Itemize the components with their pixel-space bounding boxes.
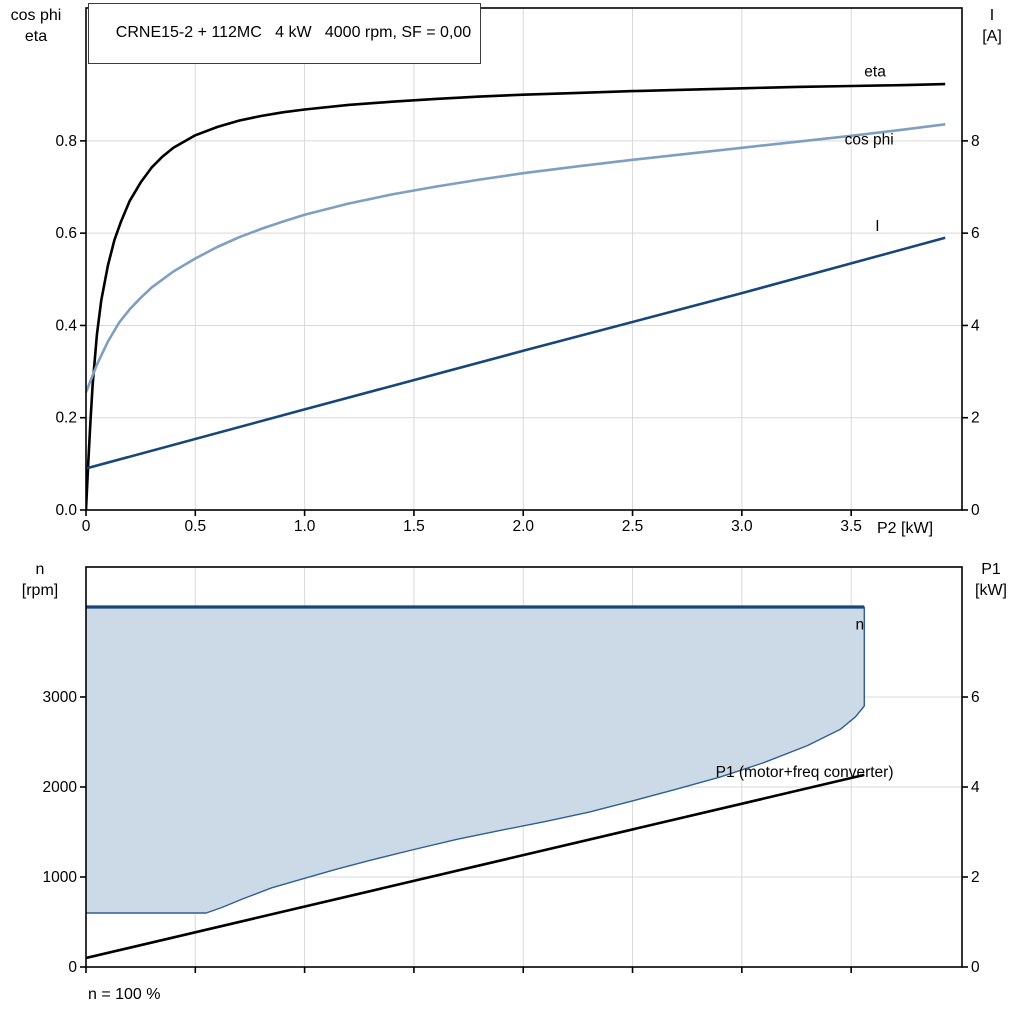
x-tick-label: 2.5 — [622, 518, 644, 535]
y-left-tick-label: 0.4 — [55, 317, 77, 334]
y-left-tick-label: 3000 — [43, 689, 78, 706]
y-left-tick-label: 0.0 — [55, 502, 77, 519]
series-area-speed-range — [86, 607, 865, 913]
x-tick-label: 3.5 — [840, 518, 862, 535]
upper-right-axis-title-line2: [A] — [982, 28, 1002, 45]
y-left-tick-label: 0.2 — [55, 410, 77, 427]
x-tick-label: 0 — [82, 518, 91, 535]
series-line-speed-range-edge — [86, 607, 865, 914]
plot-frame — [85, 7, 963, 511]
speed-percentage-note: n = 100 % — [88, 986, 161, 1003]
y-right-tick-label: 8 — [971, 133, 980, 150]
lower-left-axis-title-line1: n — [35, 561, 45, 578]
series-layer — [86, 82, 946, 510]
upper-left-axis-title-line2: eta — [24, 28, 48, 45]
y-left-tick-label: 0 — [68, 959, 77, 976]
upper-left-axis-title: cos phi eta — [0, 5, 72, 47]
upper-right-axis-title: I [A] — [968, 5, 1016, 47]
x-tick-label: 2.0 — [512, 518, 534, 535]
series-label-p1: P1 (motor+freq converter) — [716, 764, 894, 781]
y-left-tick-label: 2000 — [43, 779, 78, 796]
y-right-tick-label: 6 — [971, 689, 980, 706]
series-label-eta: eta — [864, 63, 886, 80]
upper-right-axis-title-line1: I — [989, 7, 995, 24]
upper-left-axis-title-line1: cos phi — [10, 7, 62, 24]
lower-left-axis-title-line2: [rpm] — [21, 582, 59, 599]
chart-title: CRNE15-2 + 112MC 4 kW 4000 rpm, SF = 0,0… — [115, 24, 472, 41]
x-tick-label: 3.0 — [731, 518, 753, 535]
y-right-tick-label: 4 — [971, 779, 980, 796]
y-right-tick-label: 4 — [971, 317, 980, 334]
x-tick-label: 0.5 — [185, 518, 207, 535]
series-label-i: I — [875, 218, 879, 235]
lower-left-axis-title: n [rpm] — [4, 559, 76, 601]
series-line-p1 — [86, 773, 865, 960]
y-right-tick-label: 2 — [971, 410, 980, 427]
chart-title-box: CRNE15-2 + 112MC 4 kW 4000 rpm, SF = 0,0… — [88, 3, 482, 64]
y-left-tick-label: 0.6 — [55, 225, 77, 242]
y-right-tick-label: 6 — [971, 225, 980, 242]
lower-right-axis-title: P1 [kW] — [962, 559, 1020, 601]
x-tick-label: 1.5 — [403, 518, 425, 535]
series-layer — [86, 605, 865, 960]
series-label-n: n — [856, 616, 865, 633]
y-right-tick-label: 2 — [971, 869, 980, 886]
lower-right-axis-title-line2: [kW] — [975, 582, 1007, 599]
series-line-i — [86, 236, 946, 470]
series-label-cos-phi: cos phi — [845, 132, 894, 149]
series-line-cos-phi — [86, 123, 946, 393]
x-tick-label: 1.0 — [294, 518, 316, 535]
series-line-eta — [86, 82, 946, 510]
y-right-tick-label: 0 — [971, 959, 980, 976]
lower-right-axis-title-line1: P1 — [981, 561, 1001, 578]
y-right-tick-label: 0 — [971, 502, 980, 519]
x-axis-label: P2 [kW] — [877, 520, 934, 537]
y-left-tick-label: 0.8 — [55, 133, 77, 150]
y-left-tick-label: 1000 — [43, 869, 78, 886]
